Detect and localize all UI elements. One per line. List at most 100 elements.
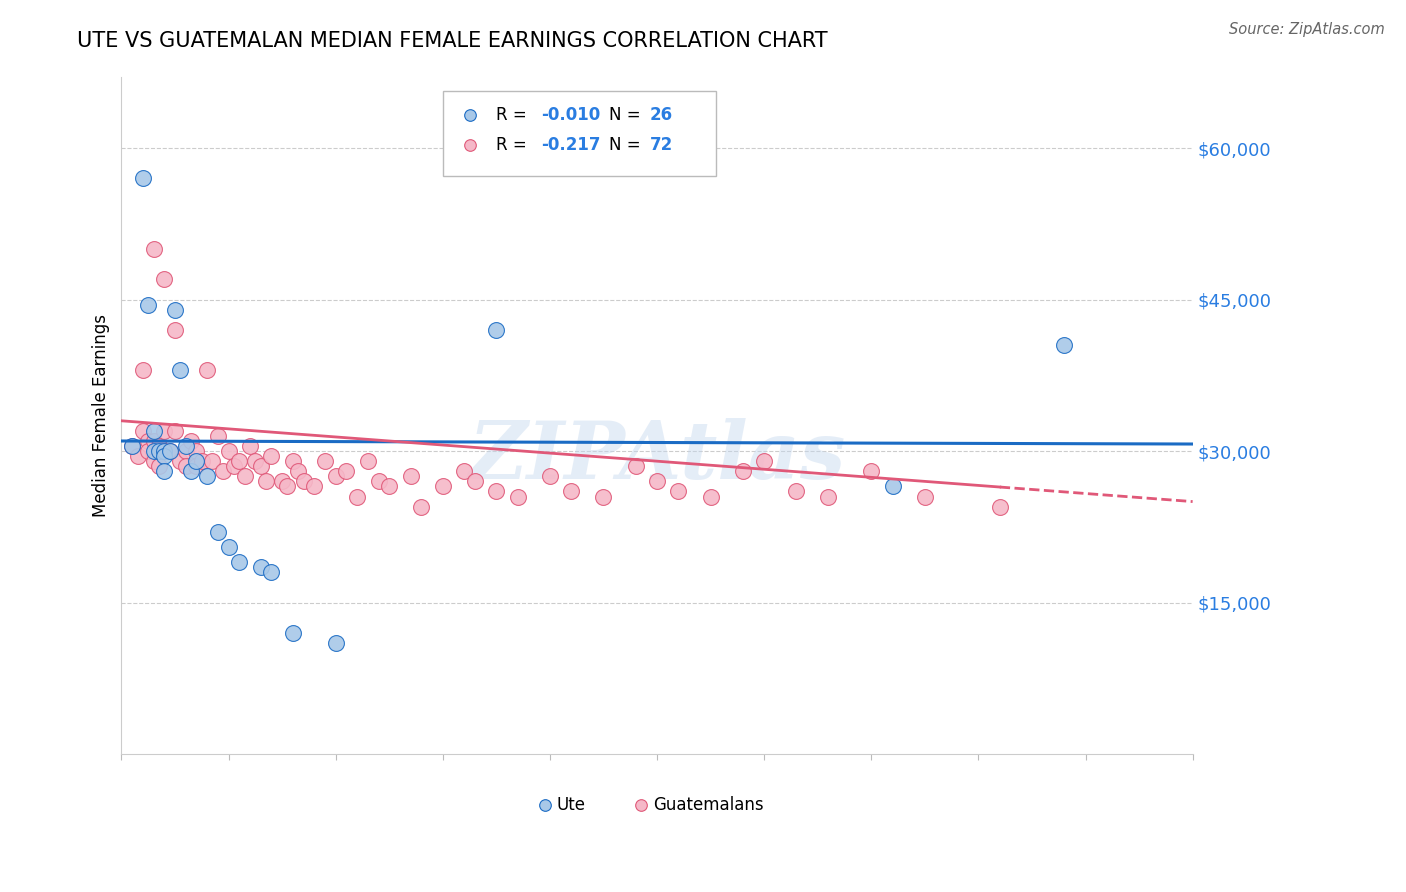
Point	[453, 464, 475, 478]
Point	[271, 475, 294, 489]
Text: ZIPAtlas: ZIPAtlas	[468, 417, 846, 495]
Point	[860, 464, 883, 478]
Point	[785, 484, 807, 499]
Text: N =: N =	[609, 136, 645, 154]
Point	[458, 747, 481, 761]
Point	[127, 449, 149, 463]
Point	[163, 323, 186, 337]
Text: -0.010: -0.010	[541, 105, 600, 124]
Point	[142, 444, 165, 458]
Point	[186, 454, 208, 468]
Point	[630, 747, 652, 761]
Text: -0.217: -0.217	[541, 136, 600, 154]
Point	[506, 490, 529, 504]
Point	[260, 449, 283, 463]
Point	[148, 444, 170, 458]
Point	[752, 454, 775, 468]
Point	[153, 444, 176, 458]
Point	[592, 490, 614, 504]
Point	[186, 444, 208, 458]
Point	[249, 459, 271, 474]
Point	[148, 459, 170, 474]
Point	[346, 490, 368, 504]
Point	[538, 469, 561, 483]
Point	[159, 444, 181, 458]
Point	[357, 454, 380, 468]
Point	[378, 479, 401, 493]
Point	[464, 475, 486, 489]
Point	[136, 298, 159, 312]
Point	[287, 464, 309, 478]
Point	[148, 439, 170, 453]
Point	[314, 454, 336, 468]
Point	[411, 500, 433, 514]
Point	[136, 444, 159, 458]
Point	[222, 459, 245, 474]
Point	[132, 171, 155, 186]
Point	[153, 444, 176, 458]
Point	[325, 469, 347, 483]
Text: N =: N =	[609, 105, 645, 124]
Point	[218, 540, 240, 554]
Point	[121, 439, 143, 453]
Point	[882, 479, 904, 493]
Point	[624, 459, 647, 474]
Point	[245, 454, 267, 468]
Text: 26: 26	[650, 105, 672, 124]
Point	[142, 454, 165, 468]
Text: UTE VS GUATEMALAN MEDIAN FEMALE EARNINGS CORRELATION CHART: UTE VS GUATEMALAN MEDIAN FEMALE EARNINGS…	[77, 31, 828, 51]
Point	[169, 454, 191, 468]
Point	[399, 469, 422, 483]
Text: 72: 72	[650, 136, 673, 154]
Point	[645, 475, 668, 489]
Point	[731, 464, 754, 478]
Point	[485, 484, 508, 499]
Point	[325, 636, 347, 650]
Point	[153, 449, 176, 463]
Point	[212, 464, 235, 478]
Point	[228, 555, 250, 569]
Point	[292, 475, 315, 489]
Point	[153, 272, 176, 286]
Point	[142, 434, 165, 448]
Point	[174, 459, 197, 474]
Text: Ute: Ute	[557, 796, 585, 814]
Point	[281, 625, 304, 640]
Point	[560, 484, 582, 499]
Point	[276, 479, 298, 493]
Point	[367, 475, 389, 489]
Point	[304, 479, 326, 493]
Text: R =: R =	[496, 136, 533, 154]
Point	[228, 454, 250, 468]
FancyBboxPatch shape	[443, 91, 716, 176]
Text: Guatemalans: Guatemalans	[652, 796, 763, 814]
Text: Source: ZipAtlas.com: Source: ZipAtlas.com	[1229, 22, 1385, 37]
Point	[163, 302, 186, 317]
Point	[988, 500, 1011, 514]
Point	[201, 454, 224, 468]
Point	[174, 444, 197, 458]
Point	[195, 469, 218, 483]
Point	[169, 363, 191, 377]
Point	[153, 464, 176, 478]
Point	[458, 747, 481, 761]
Point	[153, 424, 176, 438]
Point	[239, 439, 262, 453]
Point	[699, 490, 721, 504]
Point	[174, 439, 197, 453]
Point	[485, 323, 508, 337]
Point	[163, 424, 186, 438]
Point	[249, 560, 271, 574]
Point	[668, 484, 690, 499]
Point	[432, 479, 454, 493]
Y-axis label: Median Female Earnings: Median Female Earnings	[93, 314, 110, 517]
Point	[218, 444, 240, 458]
Point	[817, 490, 839, 504]
Point	[254, 475, 277, 489]
Point	[195, 363, 218, 377]
Point	[260, 566, 283, 580]
Point	[281, 454, 304, 468]
Point	[180, 464, 202, 478]
Point	[132, 363, 155, 377]
Point	[121, 439, 143, 453]
